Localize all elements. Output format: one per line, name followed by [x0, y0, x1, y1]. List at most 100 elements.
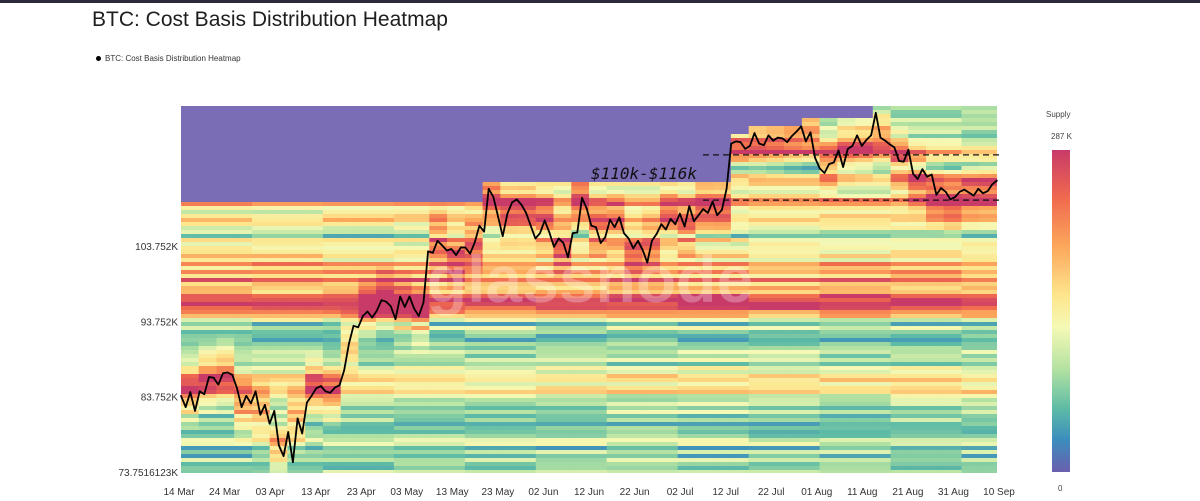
heatmap-cell	[748, 282, 767, 287]
heatmap-cell	[518, 410, 537, 415]
heatmap-cell	[890, 166, 909, 171]
heatmap-cell	[518, 402, 537, 407]
heatmap-cell	[482, 186, 501, 191]
heatmap-cell	[695, 466, 714, 471]
heatmap-cell	[642, 274, 661, 279]
heatmap-cell	[553, 198, 572, 203]
heatmap-cell	[642, 282, 661, 287]
heatmap-cell	[411, 418, 430, 423]
heatmap-cell	[890, 274, 909, 279]
series-point	[893, 146, 896, 149]
heatmap-cell	[252, 290, 271, 295]
heatmap-cell	[926, 430, 945, 435]
series-point	[758, 142, 760, 145]
heatmap-cell	[447, 302, 466, 307]
heatmap-cell	[535, 302, 555, 307]
heatmap-cell	[660, 454, 679, 459]
heatmap-cell	[961, 350, 980, 355]
heatmap-cell	[234, 218, 253, 223]
heatmap-cell	[198, 206, 217, 211]
series-point	[404, 306, 406, 308]
series-point	[912, 173, 914, 175]
heatmap-cell	[500, 314, 519, 319]
heatmap-cell	[979, 406, 997, 411]
heatmap-cell	[677, 182, 696, 187]
heatmap-cell	[908, 306, 927, 311]
heatmap-cell	[252, 382, 271, 387]
heatmap-cell	[748, 182, 767, 187]
heatmap-cell	[642, 314, 661, 319]
series-point	[296, 417, 299, 420]
heatmap-cell	[216, 278, 235, 283]
heatmap-cell	[801, 222, 821, 227]
heatmap-cell	[393, 238, 413, 243]
heatmap-cell	[660, 470, 679, 473]
heatmap-cell	[447, 262, 466, 267]
series-point	[944, 191, 947, 193]
heatmap-cell	[908, 206, 927, 211]
heatmap-cell	[216, 330, 235, 335]
heatmap-cell	[890, 230, 909, 235]
heatmap-cell	[730, 250, 750, 255]
heatmap-cell	[606, 354, 625, 359]
heatmap-cell	[855, 314, 874, 319]
heatmap-cell	[393, 278, 413, 283]
heatmap-cell	[624, 454, 643, 459]
heatmap-cell	[447, 330, 466, 335]
heatmap-cell	[252, 294, 271, 299]
heatmap-cell	[411, 442, 430, 447]
heatmap-cell	[819, 346, 838, 351]
series-point	[511, 201, 513, 204]
heatmap-cell	[890, 302, 909, 307]
heatmap-cell	[784, 458, 803, 463]
heatmap-cell	[748, 450, 767, 455]
heatmap-cell	[748, 190, 767, 195]
heatmap-cell	[961, 286, 980, 291]
heatmap-cell	[234, 366, 253, 371]
heatmap-cell	[926, 426, 945, 431]
heatmap-cell	[287, 270, 306, 275]
heatmap-cell	[961, 114, 980, 119]
heatmap-cell	[819, 426, 838, 431]
heatmap-cell	[979, 150, 997, 155]
heatmap-cell	[872, 346, 892, 351]
heatmap-cell	[908, 110, 927, 115]
heatmap-cell	[518, 230, 537, 235]
heatmap-cell	[340, 218, 359, 223]
series-point	[889, 143, 891, 146]
heatmap-cell	[269, 218, 288, 223]
heatmap-cell	[979, 322, 997, 327]
heatmap-cell	[961, 126, 980, 131]
heatmap-cell	[589, 394, 608, 399]
heatmap-cell	[287, 442, 306, 447]
heatmap-cell	[234, 294, 253, 299]
heatmap-cell	[695, 250, 714, 255]
heatmap-cell	[376, 230, 395, 235]
heatmap-cell	[447, 246, 466, 251]
series-point	[613, 226, 616, 228]
heatmap-cell	[287, 410, 306, 415]
heatmap-cell	[181, 238, 200, 243]
heatmap-cell	[926, 126, 945, 131]
heatmap-cell	[518, 378, 537, 383]
heatmap-cell	[287, 210, 306, 215]
heatmap-cell	[642, 470, 661, 473]
series-point	[716, 214, 718, 216]
heatmap-cell	[411, 446, 430, 451]
heatmap-cell	[482, 246, 501, 251]
heatmap-cell	[571, 442, 590, 447]
heatmap-cell	[730, 470, 750, 473]
heatmap-cell	[340, 214, 359, 219]
heatmap-cell	[837, 142, 856, 147]
heatmap-cell	[287, 398, 306, 403]
heatmap-cell	[748, 434, 767, 439]
heatmap-cell	[890, 342, 909, 347]
heatmap-cell	[660, 326, 679, 331]
heatmap-cell	[464, 362, 484, 367]
heatmap-cell	[216, 218, 235, 223]
series-point	[875, 112, 877, 114]
series-point	[902, 160, 905, 163]
heatmap-cell	[819, 390, 838, 395]
heatmap-cell	[234, 362, 253, 367]
heatmap-cell	[642, 350, 661, 355]
